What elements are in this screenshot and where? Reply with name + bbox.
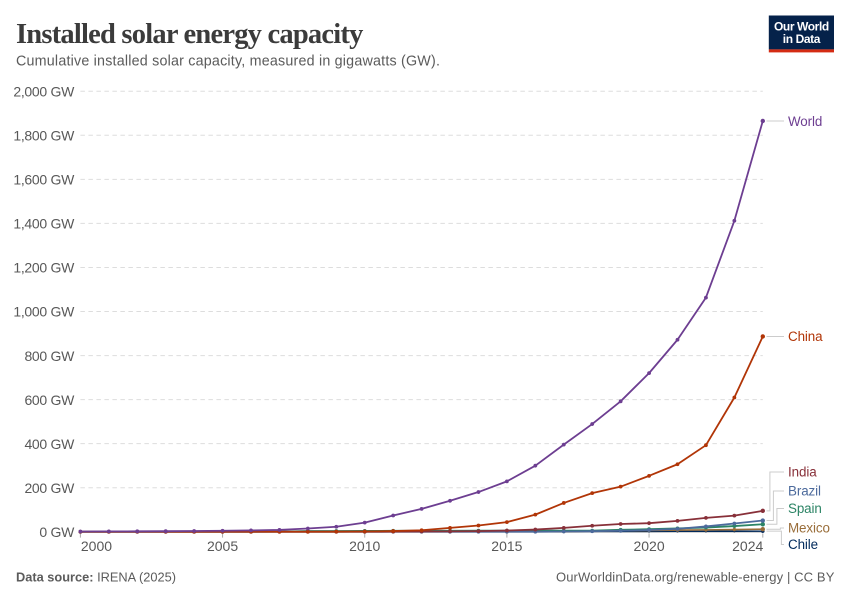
svg-text:World: World — [788, 114, 822, 129]
svg-text:2,000 GW: 2,000 GW — [13, 84, 75, 100]
svg-text:2000: 2000 — [81, 538, 112, 554]
svg-text:Brazil: Brazil — [788, 484, 821, 499]
svg-text:OurWorldinData.org/renewable-e: OurWorldinData.org/renewable-energy | CC… — [556, 570, 835, 585]
svg-text:2020: 2020 — [633, 538, 664, 554]
svg-text:1,800 GW: 1,800 GW — [13, 128, 75, 144]
svg-text:0 GW: 0 GW — [39, 524, 75, 540]
svg-text:400 GW: 400 GW — [24, 436, 75, 452]
svg-text:China: China — [788, 329, 823, 344]
svg-text:200 GW: 200 GW — [24, 480, 75, 496]
svg-text:1,000 GW: 1,000 GW — [13, 304, 75, 320]
svg-text:Data source: IRENA (2025): Data source: IRENA (2025) — [16, 570, 176, 585]
svg-text:Mexico: Mexico — [788, 521, 830, 536]
svg-text:1,600 GW: 1,600 GW — [13, 172, 75, 188]
svg-text:India: India — [788, 465, 817, 480]
svg-text:800 GW: 800 GW — [24, 348, 75, 364]
svg-text:2010: 2010 — [349, 538, 380, 554]
svg-text:Cumulative installed solar cap: Cumulative installed solar capacity, mea… — [16, 54, 440, 70]
svg-text:Chile: Chile — [788, 537, 818, 552]
svg-text:Our World: Our World — [774, 20, 829, 34]
svg-text:Spain: Spain — [788, 501, 822, 516]
svg-text:2005: 2005 — [207, 538, 238, 554]
svg-text:Installed solar energy capacit: Installed solar energy capacity — [16, 19, 363, 50]
svg-text:1,200 GW: 1,200 GW — [13, 260, 75, 276]
svg-text:2024: 2024 — [732, 538, 763, 554]
svg-text:2015: 2015 — [491, 538, 522, 554]
svg-text:1,400 GW: 1,400 GW — [13, 216, 75, 232]
svg-text:600 GW: 600 GW — [24, 392, 75, 408]
svg-text:in Data: in Data — [783, 32, 821, 46]
